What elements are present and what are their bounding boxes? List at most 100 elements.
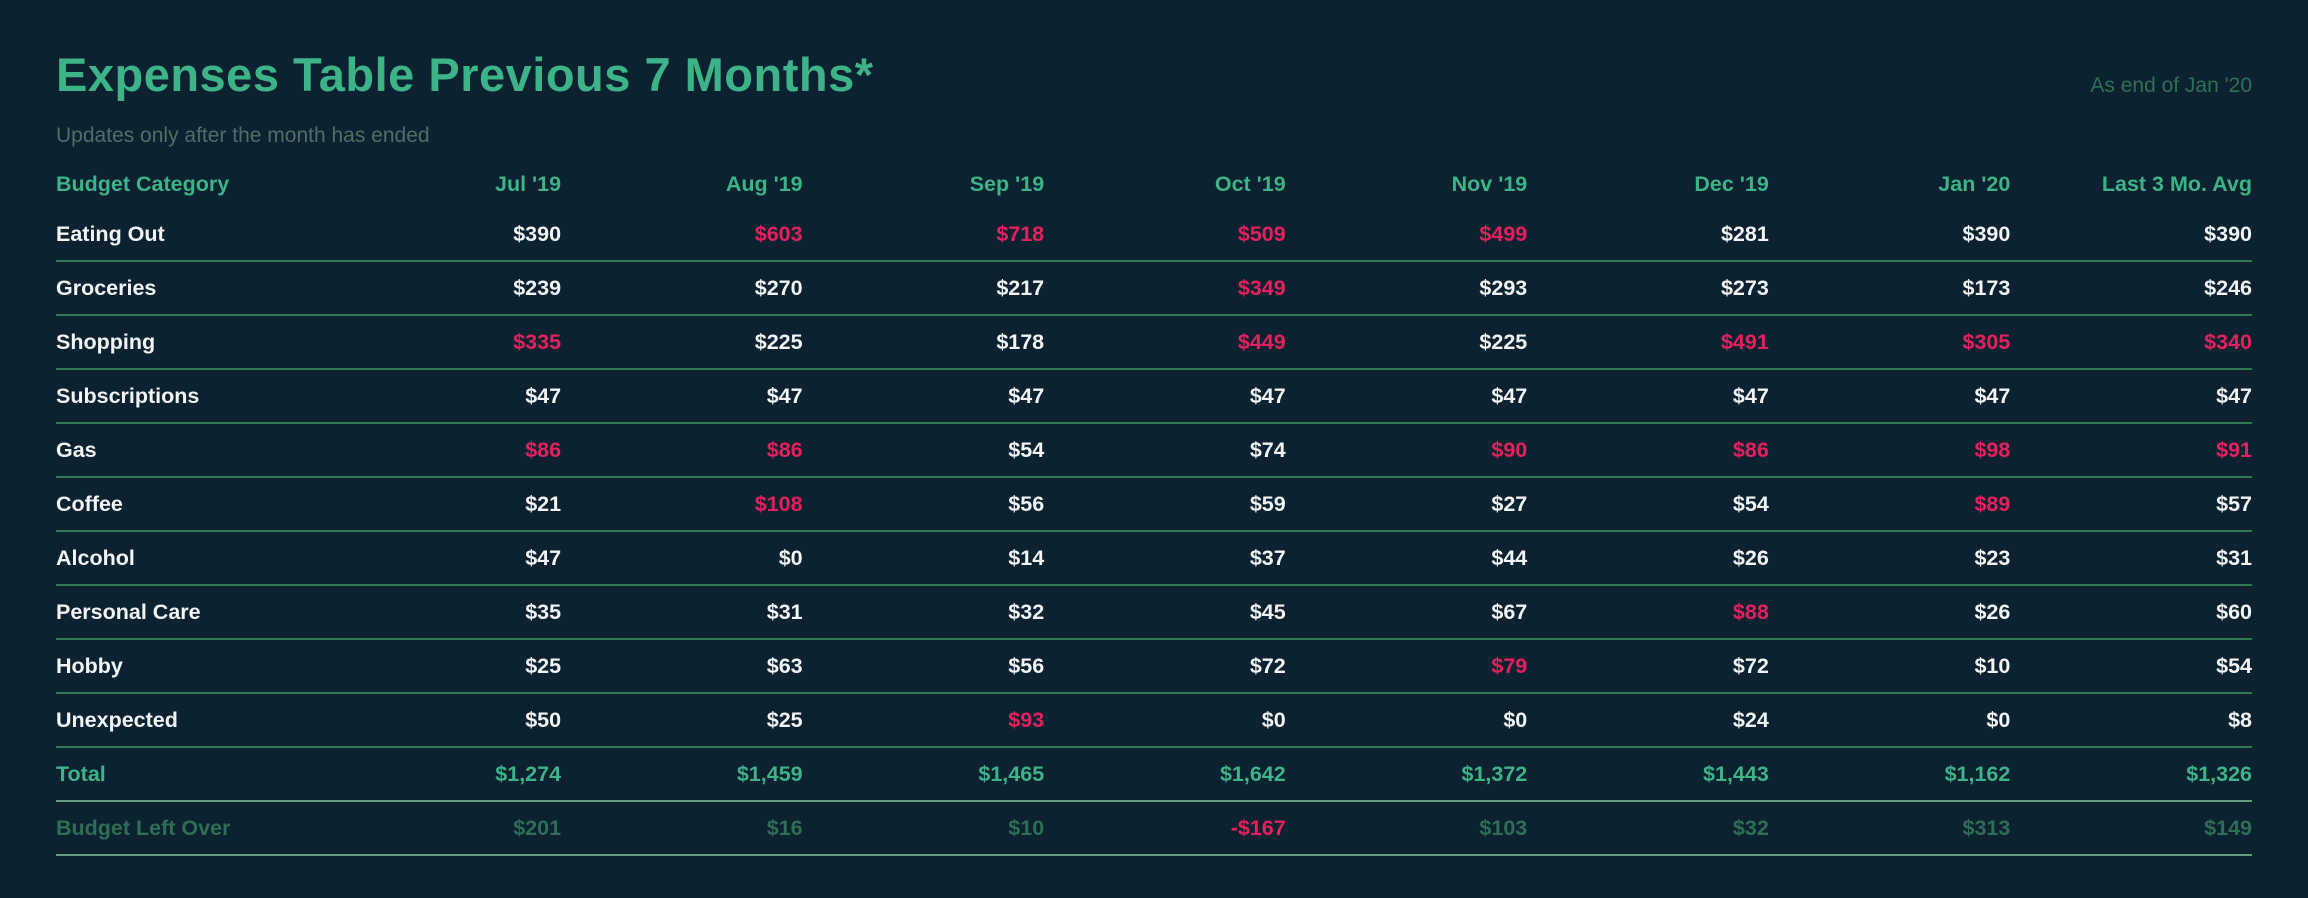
cell-value: $25 [525,653,562,678]
cell-value: $718 [996,221,1045,246]
cell-value: $509 [1237,221,1286,246]
cell-value: $8 [2228,707,2252,732]
cell-value: $86 [1732,437,1769,462]
cell-value: $1,459 [736,761,803,786]
column-header: Jul '19 [494,171,562,196]
cell-value: $1,372 [1461,761,1528,786]
cell-value: $23 [1974,545,2011,570]
as-of-label: As end of Jan '20 [2090,74,2252,97]
cell-value: $1,326 [2186,761,2252,786]
cell-value: $603 [754,221,803,246]
cell-value: $91 [2216,437,2252,462]
cell-value: $390 [2204,221,2252,246]
table-row: Alcohol $47 $0 $14 $37 $44 $26 $23 $31 [56,531,2252,586]
cell-value: $349 [1237,275,1286,300]
cell-value: $0 [778,545,803,570]
page-subtitle: Updates only after the month has ended [56,124,430,148]
column-header: Nov '19 [1451,171,1528,196]
table-body: Eating Out $390 $603 $718 $509 $499 $281 $390 $3… [56,208,2252,856]
cell-value: $449 [1237,329,1286,354]
row-label: Budget Left Over [56,815,231,840]
cell-value: $1,443 [1703,761,1769,786]
cell-value: $178 [996,329,1045,354]
cell-value: $79 [1491,653,1528,678]
table-row: Hobby $25 $63 $56 $72 $79 $72 $10 $54 [56,639,2252,694]
cell-value: $26 [1974,599,2011,624]
cell-value: $47 [1491,383,1528,408]
cell-value: $103 [1479,815,1528,840]
cell-value: $10 [1008,815,1045,840]
table-head: Budget Category Jul '19 Aug '19 Sep '19 Oct … [56,160,2252,208]
cell-value: -$167 [1230,815,1286,840]
cell-value: $47 [1974,383,2011,408]
table-row: Shopping $335 $225 $178 $449 $225 $491 $305 $340 [56,315,2252,370]
column-header: Dec '19 [1694,171,1769,196]
cell-value: $90 [1491,437,1528,462]
cell-value: $35 [525,599,562,624]
table-row: Gas $86 $86 $54 $74 $90 $86 $98 $91 [56,423,2252,478]
cell-value: $217 [996,275,1045,300]
cell-value: $108 [754,491,803,516]
cell-value: $56 [1008,491,1045,516]
row-label: Eating Out [56,221,165,246]
table-row: Coffee $21 $108 $56 $59 $27 $54 $89 $57 [56,477,2252,532]
cell-value: $390 [1962,221,2011,246]
cell-value: $173 [1962,275,2011,300]
cell-value: $88 [1732,599,1769,624]
column-header: Sep '19 [969,171,1045,196]
column-header: Jan '20 [1938,171,2011,196]
cell-value: $10 [1974,653,2011,678]
cell-value: $281 [1720,221,1769,246]
cell-value: $98 [1974,437,2011,462]
cell-value: $21 [525,491,562,516]
cell-value: $149 [2204,815,2252,840]
cell-value: $1,162 [1944,761,2011,786]
cell-value: $273 [1720,275,1769,300]
cell-value: $67 [1491,599,1528,624]
cell-value: $340 [2204,329,2252,354]
table-row: Total $1,274 $1,459 $1,465 $1,642 $1,372 $1,44… [56,747,2252,802]
column-header: Budget Category [56,171,230,196]
cell-value: $74 [1249,437,1286,462]
cell-value: $335 [513,329,562,354]
row-label: Unexpected [56,707,178,732]
row-label: Groceries [56,275,157,300]
table-row: Personal Care $35 $31 $32 $45 $67 $88 $26 $60 [56,585,2252,640]
cell-value: $270 [754,275,803,300]
row-label: Hobby [56,653,123,678]
cell-value: $93 [1008,707,1045,732]
cell-value: $16 [766,815,803,840]
cell-value: $239 [513,275,562,300]
cell-value: $54 [1008,437,1045,462]
cell-value: $54 [2216,653,2252,678]
column-header: Oct '19 [1214,171,1286,196]
cell-value: $1,274 [495,761,562,786]
table-row: Eating Out $390 $603 $718 $509 $499 $281 $390 $3… [56,208,2252,262]
page-title: Expenses Table Previous 7 Months* [56,48,874,101]
cell-value: $47 [525,545,562,570]
cell-value: $47 [1732,383,1769,408]
row-label: Personal Care [56,599,201,624]
cell-value: $0 [1503,707,1528,732]
cell-value: $44 [1491,545,1528,570]
cell-value: $47 [1249,383,1286,408]
cell-value: $31 [766,599,803,624]
cell-value: $32 [1008,599,1045,624]
cell-value: $72 [1732,653,1769,678]
cell-value: $293 [1479,275,1528,300]
cell-value: $0 [1261,707,1286,732]
cell-value: $54 [1732,491,1769,516]
row-label: Alcohol [56,545,135,570]
cell-value: $32 [1732,815,1769,840]
cell-value: $225 [1479,329,1528,354]
row-label: Shopping [56,329,156,354]
row-label: Gas [56,437,97,462]
cell-value: $491 [1720,329,1769,354]
column-header: Last 3 Mo. Avg [2101,171,2252,196]
table-row: Budget Left Over $201 $16 $10 -$167 $103 $32 $3… [56,801,2252,856]
column-header: Aug '19 [725,171,803,196]
table-row: Unexpected $50 $25 $93 $0 $0 $24 $0 $8 [56,693,2252,748]
cell-value: $246 [2204,275,2252,300]
cell-value: $25 [766,707,803,732]
